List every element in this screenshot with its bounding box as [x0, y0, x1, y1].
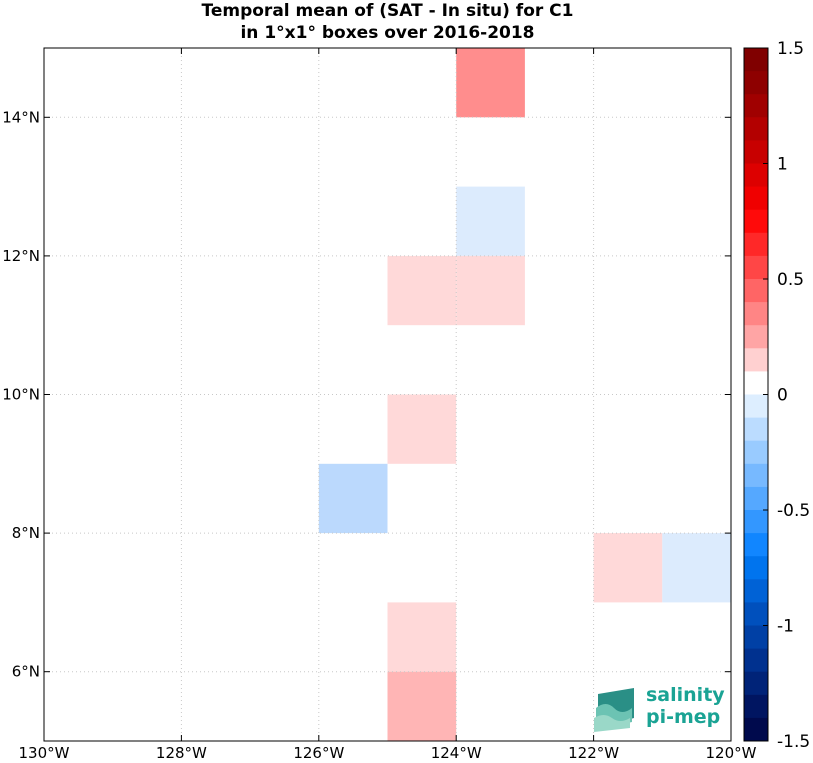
colorbar-swatch [744, 556, 768, 580]
colorbar-swatch [744, 579, 768, 603]
colorbar-swatch [744, 510, 768, 534]
grid-lines [44, 48, 731, 741]
x-tick-label: 130°W [19, 744, 70, 762]
salinity-pi-mep-logo: salinity pi-mep [594, 682, 725, 732]
heatmap-cell [456, 186, 525, 256]
colorbar-swatch [744, 602, 768, 626]
colorbar-tick-label: -1 [777, 617, 794, 637]
logo-wave-icon [594, 688, 634, 732]
colorbar-swatch [744, 648, 768, 673]
x-tick-label: 128°W [156, 744, 207, 762]
colorbar-swatch [744, 671, 768, 696]
x-tick-label: 120°W [706, 744, 757, 762]
heatmap-cell [387, 255, 457, 326]
x-tick-label: 124°W [431, 744, 482, 762]
colorbar-swatch [744, 348, 768, 372]
colorbar-swatch [744, 486, 768, 511]
colorbar-tick-label: -0.5 [777, 501, 810, 521]
colorbar-swatch [744, 140, 768, 164]
x-tick-label: 122°W [568, 744, 619, 762]
heatmap-cell [456, 255, 525, 326]
y-tick-label: 14°N [2, 108, 40, 126]
colorbar-swatch [744, 279, 768, 303]
colorbar-swatch [744, 255, 768, 280]
colorbar-swatch [744, 186, 768, 211]
heatmap-cell [387, 671, 457, 741]
colorbar-swatch [744, 117, 768, 141]
colorbar-swatch [744, 325, 768, 349]
colorbar-swatch [744, 232, 768, 257]
colorbar-swatch [744, 533, 768, 557]
colorbar-tick-label: -1.5 [777, 732, 810, 752]
heatmap-cell [593, 533, 663, 603]
colorbar-tick-label: 1 [777, 155, 788, 175]
colorbar-swatch [744, 417, 768, 442]
colorbar-swatch [744, 440, 768, 465]
chart-title: Temporal mean of (SAT - In situ) for C1 … [44, 0, 731, 44]
y-tick-label: 6°N [12, 663, 40, 681]
colorbar-tick-label: 0.5 [777, 270, 804, 290]
colorbar-swatch [744, 694, 768, 719]
heatmap-cell [318, 463, 388, 534]
heatmap-cell [662, 533, 731, 603]
colorbar-swatch [744, 48, 768, 72]
heatmap-cell [456, 48, 525, 118]
colorbar-swatch [744, 717, 768, 742]
colorbar-swatch [744, 163, 768, 188]
colorbar: 1.5 1 0.5 0 -0.5 -1 -1.5 [743, 39, 810, 752]
colorbar-tick-label: 1.5 [777, 39, 804, 59]
logo-line2: pi-mep [646, 706, 721, 728]
colorbar-swatch [744, 394, 768, 419]
colorbar-swatch [744, 371, 768, 395]
colorbar-swatch [744, 94, 768, 118]
colorbar-swatch [744, 302, 768, 326]
y-tick-label: 10°N [2, 386, 40, 404]
logo-line1: salinity [646, 684, 725, 706]
heatmap-cell [387, 602, 457, 672]
colorbar-tick-label: 0 [777, 386, 788, 406]
colorbar-swatch [744, 71, 768, 95]
y-tick-label: 8°N [12, 524, 40, 542]
heatmap-cells [318, 48, 731, 741]
heatmap-cell [387, 394, 457, 464]
colorbar-swatch [744, 625, 768, 650]
colorbar-swatch [744, 463, 768, 488]
chart-title-line1: Temporal mean of (SAT - In situ) for C1 [201, 1, 574, 21]
axes: 130°W 128°W 126°W 124°W 122°W 120°W 6°N 8°N 10°N… [2, 48, 757, 762]
y-tick-label: 12°N [2, 247, 40, 265]
colorbar-swatch [744, 209, 768, 234]
chart-title-line2: in 1°x1° boxes over 2016-2018 [240, 23, 535, 43]
x-tick-label: 126°W [293, 744, 344, 762]
